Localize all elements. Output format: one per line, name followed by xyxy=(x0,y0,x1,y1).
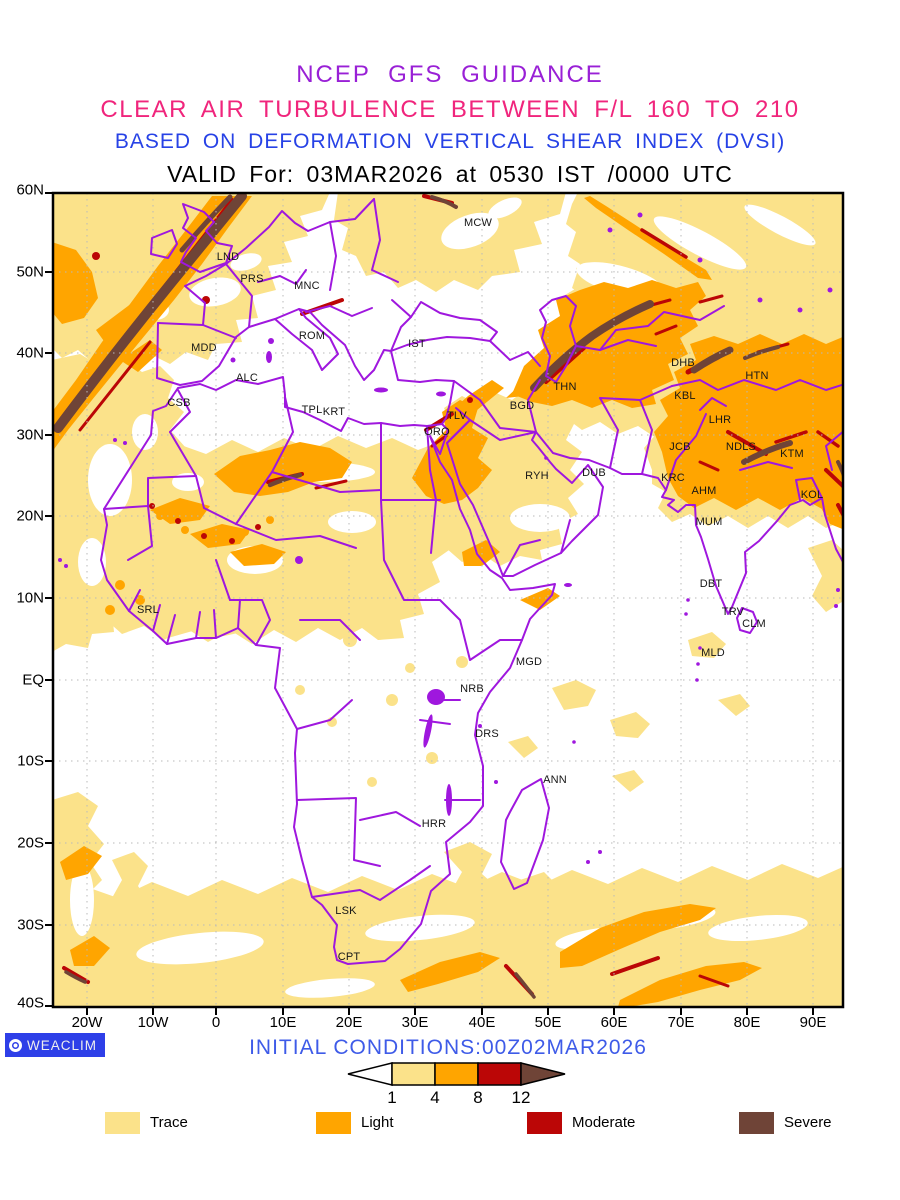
legend-label-severe: Severe xyxy=(784,1114,832,1131)
logo-ring-icon xyxy=(9,1038,22,1052)
lakes-islands xyxy=(58,212,840,864)
legend-label-trace: Trace xyxy=(150,1114,188,1131)
axis-ticks xyxy=(45,192,814,1015)
title-product: CLEAR AIR TURBULENCE BETWEEN F/L 160 TO … xyxy=(100,96,800,123)
title-valid-time: VALID For: 03MAR2026 at 0530 IST /0000 U… xyxy=(167,161,733,187)
scale-tick-1: 1 xyxy=(387,1088,397,1107)
initial-conditions-text: INITIAL CONDITIONS:00Z02MAR2026 xyxy=(249,1036,647,1059)
map-frame xyxy=(51,191,845,1009)
legend-swatch-light xyxy=(316,1112,351,1134)
coastlines-borders xyxy=(100,198,843,965)
legend-swatch-moderate xyxy=(527,1112,562,1134)
scale-tick-12: 12 xyxy=(511,1088,531,1107)
title-model: NCEP GFS GUIDANCE xyxy=(296,61,604,88)
legend-label-moderate: Moderate xyxy=(572,1114,636,1131)
moderate-spots-layer xyxy=(92,252,473,544)
legend-swatch-severe xyxy=(739,1112,774,1134)
logo-text: WEACLIM xyxy=(27,1037,98,1053)
legend-swatch-trace xyxy=(105,1112,140,1134)
severe-fill-layer xyxy=(53,193,843,999)
legend-label-light: Light xyxy=(361,1114,394,1131)
severity-scale-bar xyxy=(347,1062,566,1086)
weaclim-logo-badge: WEACLIM xyxy=(5,1033,105,1057)
scale-tick-8: 8 xyxy=(473,1088,483,1107)
graticule xyxy=(53,193,843,1007)
scale-tick-4: 4 xyxy=(430,1088,440,1107)
title-method: BASED ON DEFORMATION VERTICAL SHEAR INDE… xyxy=(114,130,786,153)
